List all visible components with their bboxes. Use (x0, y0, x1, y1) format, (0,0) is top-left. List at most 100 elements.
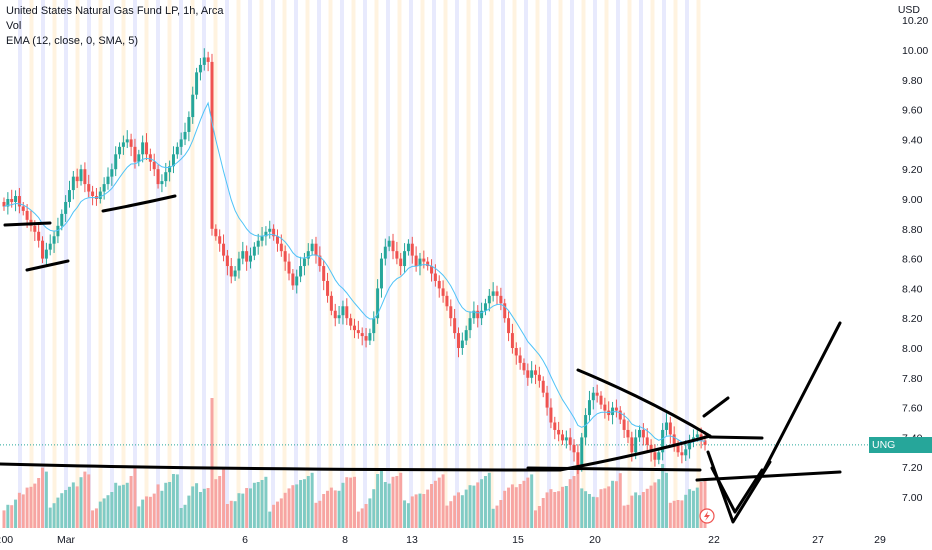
candle-body[interactable] (156, 169, 160, 185)
candle-body[interactable] (614, 407, 618, 411)
candle-body[interactable] (275, 236, 279, 244)
candle-body[interactable] (310, 243, 314, 252)
candle-body[interactable] (222, 243, 226, 256)
candle-body[interactable] (37, 231, 41, 241)
candle-body[interactable] (260, 236, 264, 241)
candle-body[interactable] (121, 142, 125, 147)
candle-body[interactable] (549, 407, 553, 423)
candle-body[interactable] (464, 330, 468, 341)
candle-body[interactable] (125, 139, 129, 143)
candle-body[interactable] (364, 336, 368, 341)
candle-body[interactable] (634, 437, 638, 453)
candle-body[interactable] (356, 330, 360, 334)
candle-body[interactable] (56, 225, 60, 237)
candle-body[interactable] (653, 452, 657, 460)
candle-body[interactable] (272, 228, 276, 237)
candle-body[interactable] (326, 280, 330, 296)
candle-body[interactable] (353, 325, 356, 331)
candle-body[interactable] (191, 94, 195, 118)
candle-body[interactable] (399, 258, 403, 267)
candle-body[interactable] (2, 201, 6, 207)
candle-body[interactable] (33, 225, 37, 232)
candle-body[interactable] (187, 117, 191, 132)
candle-body[interactable] (426, 261, 430, 267)
candle-body[interactable] (622, 419, 626, 430)
candle-body[interactable] (499, 295, 503, 304)
candle-body[interactable] (141, 142, 145, 155)
candle-body[interactable] (522, 362, 526, 371)
candle-body[interactable] (302, 258, 306, 267)
candle-body[interactable] (553, 422, 557, 430)
candle-body[interactable] (487, 295, 491, 304)
candle-body[interactable] (480, 310, 484, 319)
candle-body[interactable] (638, 429, 642, 438)
time-axis[interactable]: Mar 6 8 13 15 20 22 27 29 12:00 (0, 534, 886, 546)
candle-body[interactable] (537, 374, 541, 381)
candle-body[interactable] (360, 333, 364, 337)
candle-body[interactable] (283, 251, 287, 262)
candle-body[interactable] (183, 131, 187, 140)
candle-body[interactable] (287, 261, 291, 274)
candle-body[interactable] (322, 266, 326, 281)
candle-body[interactable] (680, 452, 684, 456)
candle-body[interactable] (160, 181, 164, 185)
candle-body[interactable] (661, 429, 665, 453)
candle-body[interactable] (175, 146, 179, 155)
candle-body[interactable] (118, 146, 122, 155)
candle-body[interactable] (376, 288, 380, 319)
trend-drawings[interactable] (0, 194, 842, 524)
candle-body[interactable] (460, 340, 464, 348)
candle-body[interactable] (445, 295, 449, 307)
candle-body[interactable] (345, 306, 349, 319)
candle-body[interactable] (507, 318, 511, 334)
candle-body[interactable] (395, 251, 399, 259)
candle-body[interactable] (225, 255, 229, 267)
candle-body[interactable] (414, 255, 418, 267)
candle-body[interactable] (268, 228, 272, 232)
candle-body[interactable] (14, 196, 18, 202)
candle-body[interactable] (541, 380, 545, 393)
candle-body[interactable] (472, 310, 476, 319)
candle-body[interactable] (510, 333, 514, 348)
candle-body[interactable] (52, 236, 56, 244)
candle-body[interactable] (668, 422, 672, 435)
candle-body[interactable] (468, 318, 472, 331)
candle-body[interactable] (152, 161, 156, 170)
candle-body[interactable] (252, 246, 256, 256)
candle-body[interactable] (449, 306, 453, 319)
candle-body[interactable] (695, 434, 699, 438)
candle-body[interactable] (337, 315, 341, 319)
candle-body[interactable] (418, 258, 422, 267)
candle-body[interactable] (75, 176, 79, 182)
candle-body[interactable] (372, 318, 376, 334)
candle-body[interactable] (295, 276, 299, 286)
candle-body[interactable] (584, 415, 588, 438)
candle-body[interactable] (430, 266, 434, 274)
candle-body[interactable] (98, 191, 102, 199)
candle-body[interactable] (137, 154, 141, 162)
candle-body[interactable] (21, 206, 25, 211)
candle-body[interactable] (641, 429, 645, 438)
candle-body[interactable] (576, 452, 580, 468)
candle-body[interactable] (626, 429, 630, 438)
candle-body[interactable] (483, 303, 487, 311)
candle-body[interactable] (491, 291, 495, 296)
candle-body[interactable] (195, 72, 199, 95)
candle-body[interactable] (564, 437, 568, 441)
candle-body[interactable] (433, 273, 437, 281)
candle-body[interactable] (44, 249, 48, 259)
price-axis[interactable]: 7.007.207.407.607.808.008.208.408.608.80… (902, 15, 928, 504)
candle-body[interactable] (587, 400, 591, 416)
candle-body[interactable] (171, 154, 175, 167)
candle-body[interactable] (630, 437, 634, 453)
candle-body[interactable] (299, 266, 303, 277)
candle-body[interactable] (456, 333, 460, 348)
candlesticks[interactable] (2, 48, 707, 475)
candle-body[interactable] (568, 437, 572, 445)
candle-body[interactable] (306, 251, 310, 259)
candle-body[interactable] (148, 154, 152, 162)
candle-body[interactable] (179, 139, 183, 147)
candle-body[interactable] (595, 392, 599, 396)
candle-body[interactable] (202, 57, 206, 65)
